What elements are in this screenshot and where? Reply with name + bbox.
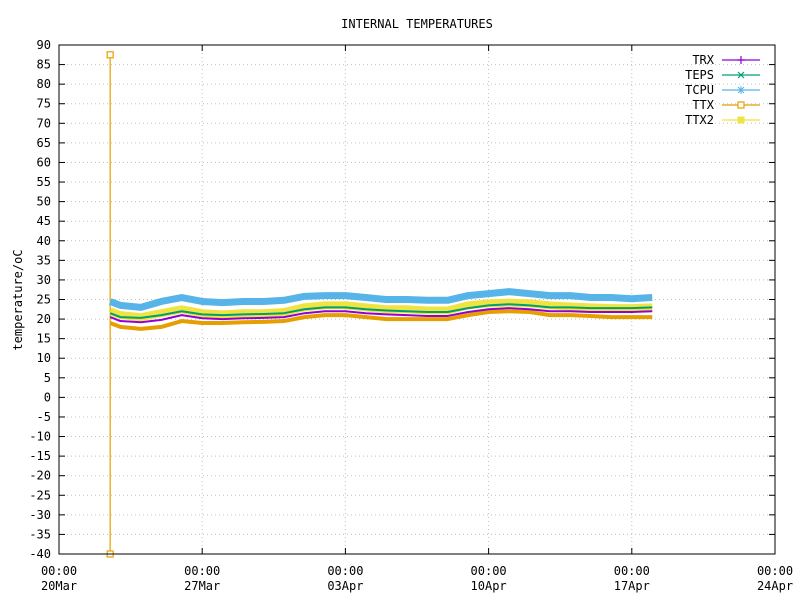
legend-label: TRX <box>692 53 714 67</box>
y-tick-label: 5 <box>44 371 51 385</box>
legend-entry-teps: TEPS <box>685 68 760 82</box>
x-tick-time-label: 00:00 <box>471 564 507 578</box>
y-tick-label: -5 <box>37 410 51 424</box>
legend-marker-cross <box>737 71 745 79</box>
chart-title: INTERNAL TEMPERATURES <box>341 17 493 31</box>
legend-marker-square-open <box>737 101 745 109</box>
y-tick-label: -15 <box>29 449 51 463</box>
legend-label: TEPS <box>685 68 714 82</box>
series-line-trx <box>109 307 653 324</box>
y-tick-label: 35 <box>37 253 51 267</box>
y-axis-label: temperature/oC <box>11 249 25 350</box>
x-tick-date-label: 10Apr <box>471 579 507 593</box>
legend-marker-plus <box>737 56 745 64</box>
y-tick-label: 45 <box>37 214 51 228</box>
legend-label: TTX2 <box>685 113 714 127</box>
y-tick-label: 20 <box>37 312 51 326</box>
y-tick-label: 75 <box>37 97 51 111</box>
y-tick-label: 55 <box>37 175 51 189</box>
y-tick-label: 40 <box>37 234 51 248</box>
y-tick-label: -35 <box>29 527 51 541</box>
legend-entry-ttx: TTX <box>692 98 760 112</box>
series-line-teps <box>109 303 653 319</box>
series-teps <box>109 303 653 319</box>
y-tick-label: 90 <box>37 38 51 52</box>
y-tick-label: 65 <box>37 136 51 150</box>
x-tick-time-label: 00:00 <box>184 564 220 578</box>
y-tick-label: 0 <box>44 390 51 404</box>
y-tick-label: 25 <box>37 293 51 307</box>
y-tick-label: -10 <box>29 430 51 444</box>
y-tick-label: -20 <box>29 469 51 483</box>
x-tick-date-label: 17Apr <box>614 579 650 593</box>
legend-entry-ttx2: TTX2 <box>685 113 760 127</box>
ttx-marker <box>106 51 114 59</box>
y-tick-label: 70 <box>37 116 51 130</box>
x-tick-time-label: 00:00 <box>614 564 650 578</box>
y-tick-label: 60 <box>37 155 51 169</box>
legend-marker-star <box>737 86 745 94</box>
y-tick-label: 85 <box>37 58 51 72</box>
legend-label: TTX <box>692 98 714 112</box>
legend-label: TCPU <box>685 83 714 97</box>
x-tick-time-label: 00:00 <box>757 564 793 578</box>
grid-lines <box>59 45 775 554</box>
series-tcpu <box>108 288 653 311</box>
y-tick-label: 10 <box>37 351 51 365</box>
y-tick-label: -40 <box>29 547 51 561</box>
series-line-ttx <box>109 309 653 331</box>
legend-marker-square-filled <box>737 116 745 124</box>
plot-area <box>106 51 653 558</box>
axes: 908580757065605550454035302520151050-5-1… <box>29 38 793 593</box>
legend-entry-trx: TRX <box>692 53 760 67</box>
x-tick-date-label: 27Mar <box>184 579 220 593</box>
y-tick-label: 50 <box>37 195 51 209</box>
y-tick-label: -25 <box>29 488 51 502</box>
series-line-tcpu <box>108 288 653 311</box>
series-ttx2 <box>108 298 653 322</box>
legend-entry-tcpu: TCPU <box>685 83 760 97</box>
x-tick-date-label: 24Apr <box>757 579 793 593</box>
y-tick-label: 80 <box>37 77 51 91</box>
series-trx <box>109 307 653 324</box>
y-tick-label: 15 <box>37 332 51 346</box>
y-tick-label: 30 <box>37 273 51 287</box>
x-tick-date-label: 03Apr <box>327 579 363 593</box>
y-tick-label: -30 <box>29 508 51 522</box>
x-tick-time-label: 00:00 <box>41 564 77 578</box>
x-tick-date-label: 20Mar <box>41 579 77 593</box>
series-line-ttx2 <box>108 298 653 322</box>
x-tick-time-label: 00:00 <box>327 564 363 578</box>
